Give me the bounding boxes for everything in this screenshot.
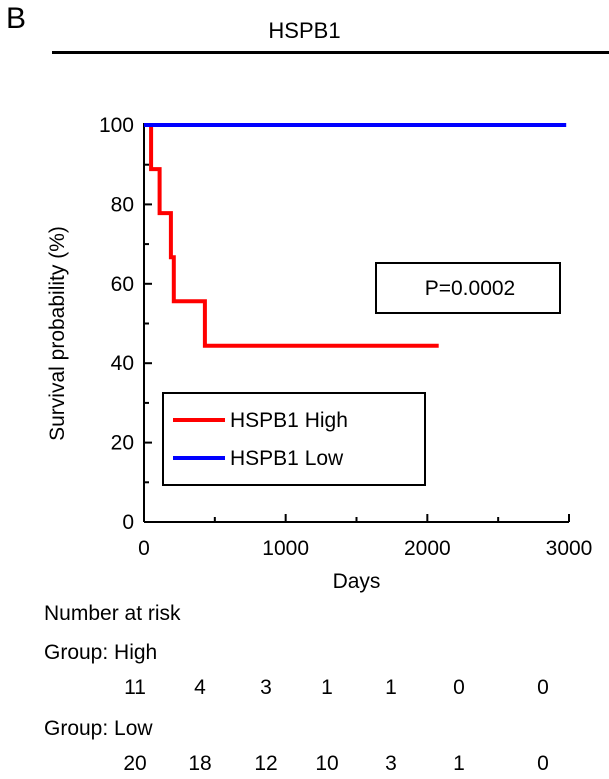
legend-label-low: HSPB1 Low (230, 447, 344, 470)
x-tick-label: 0 (138, 537, 150, 560)
risk-count: 1 (321, 676, 333, 699)
risk-count: 1 (385, 676, 397, 699)
y-tick-label: 100 (99, 114, 134, 137)
risk-count: 0 (453, 676, 465, 699)
risk-count: 0 (537, 752, 549, 775)
x-tick-label: 2000 (404, 537, 451, 560)
risk-count: 11 (124, 676, 146, 699)
risk-count: 12 (254, 752, 278, 775)
x-axis-label: Days (333, 570, 381, 593)
risk-count: 3 (385, 752, 397, 775)
y-tick-label: 20 (111, 432, 134, 455)
p-value-box: P=0.0002 (375, 262, 561, 314)
y-tick-label: 80 (111, 193, 134, 216)
risk-count: 0 (537, 676, 549, 699)
panel-title: HSPB1 (268, 18, 341, 43)
risk-count: 4 (194, 676, 206, 699)
y-tick-label: 40 (111, 352, 134, 375)
axes: 0 1000 2000 3000 0 20 40 60 80 100 Days Survival pr… (46, 114, 592, 593)
risk-table-heading: Number at risk (44, 602, 181, 625)
x-tick-label: 1000 (262, 537, 309, 560)
risk-group-high-label: Group: High (44, 641, 158, 664)
y-axis-label: Survival probability (%) (46, 226, 69, 441)
p-value-label: P=0.0002 (425, 277, 516, 300)
risk-group-low-label: Group: Low (44, 717, 153, 740)
x-tick-label: 3000 (546, 537, 593, 560)
risk-count: 18 (188, 752, 212, 775)
panel-letter: B (6, 2, 27, 35)
risk-count: 10 (315, 752, 339, 775)
risk-count: 3 (260, 676, 272, 699)
title-rule (52, 51, 609, 54)
series-lines (144, 123, 567, 348)
series-line-high (144, 123, 439, 348)
y-tick-label: 0 (122, 511, 134, 534)
legend: HSPB1 High HSPB1 Low (162, 392, 426, 486)
risk-count: 20 (123, 752, 147, 775)
risk-count: 1 (453, 752, 465, 775)
legend-label-high: HSPB1 High (230, 409, 348, 432)
y-tick-label: 60 (111, 273, 134, 296)
